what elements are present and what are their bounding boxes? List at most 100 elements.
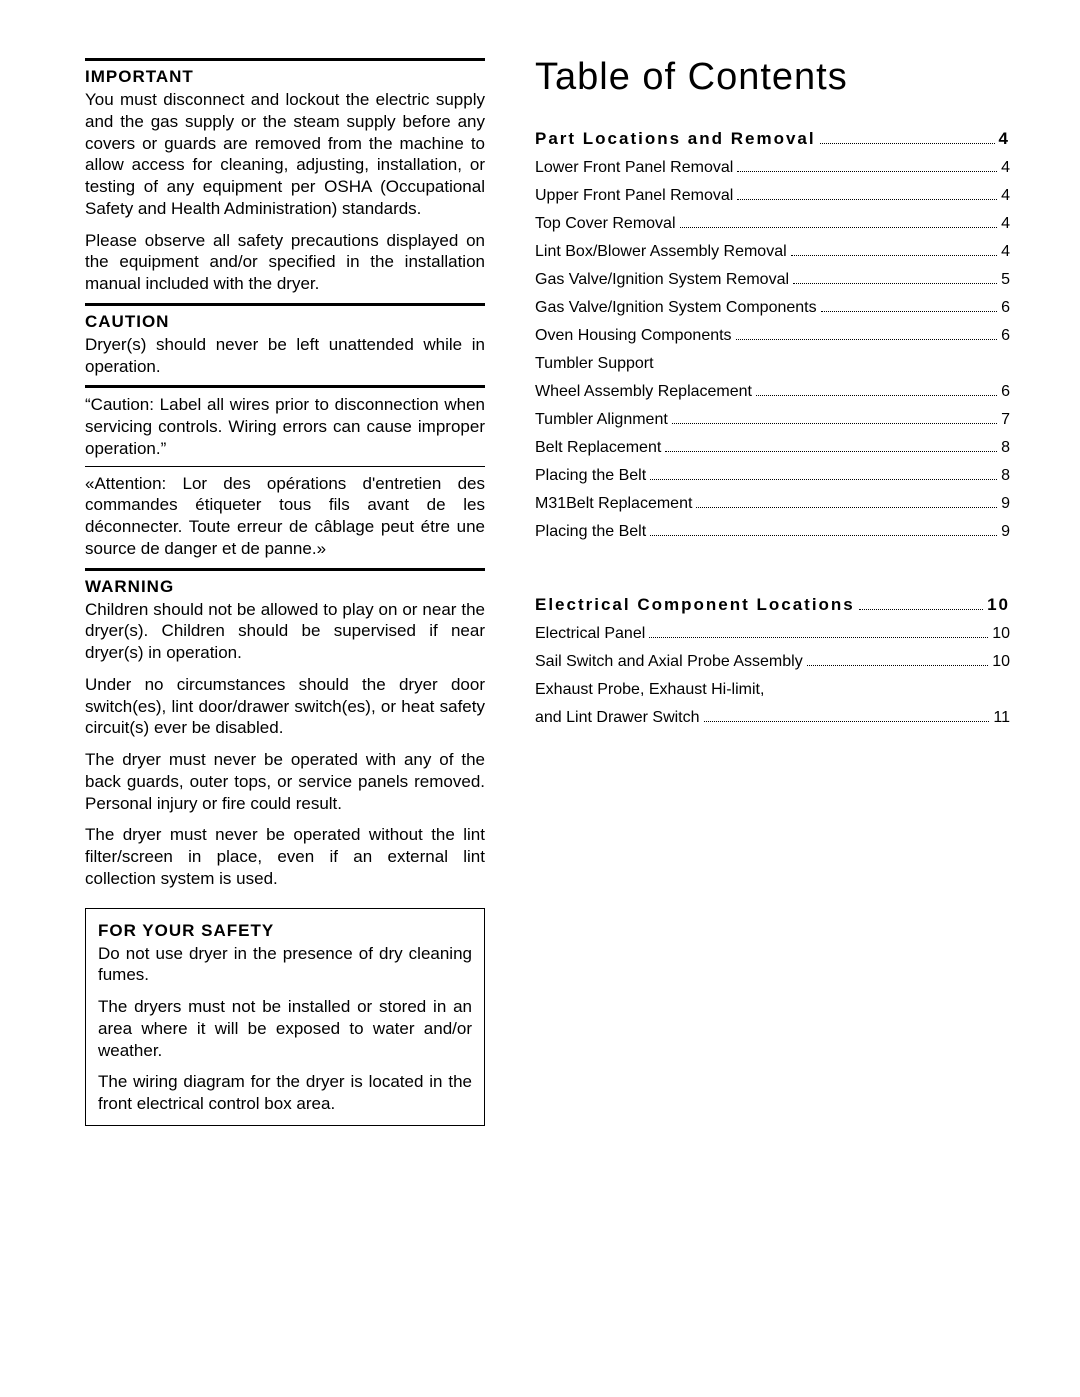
toc-item-label: Lint Box/Blower Assembly Removal xyxy=(535,243,787,261)
toc-item-label: Gas Valve/Ignition System Components xyxy=(535,299,817,317)
safety-p1: Do not use dryer in the presence of dry … xyxy=(98,943,472,987)
toc-item-label: and Lint Drawer Switch xyxy=(535,709,700,727)
toc-item: Placing the Belt 9 xyxy=(535,523,1010,541)
toc-item-label: Placing the Belt xyxy=(535,523,646,541)
toc-item-label: Electrical Panel xyxy=(535,625,645,643)
warning-p3: The dryer must never be operated with an… xyxy=(85,749,485,814)
toc-item: Lower Front Panel Removal 4 xyxy=(535,159,1010,177)
toc-dots xyxy=(696,507,997,508)
toc-dots xyxy=(736,339,998,340)
toc-item-label: Tumbler Alignment xyxy=(535,411,668,429)
toc-dots xyxy=(680,227,998,228)
toc-item-page: 10 xyxy=(992,625,1010,643)
toc-item-label: Oven Housing Components xyxy=(535,327,732,345)
toc-item: Sail Switch and Axial Probe Assembly 10 xyxy=(535,653,1010,671)
toc-item: Wheel Assembly Replacement 6 xyxy=(535,383,1010,401)
safety-p2: The dryers must not be installed or stor… xyxy=(98,996,472,1061)
toc-item-page: 8 xyxy=(1001,467,1010,485)
toc-item-page: 8 xyxy=(1001,439,1010,457)
toc-dots xyxy=(737,199,997,200)
toc-dots xyxy=(820,143,995,144)
toc-item-label: Lower Front Panel Removal xyxy=(535,159,733,177)
important-heading: IMPORTANT xyxy=(85,67,485,87)
toc-item: M31Belt Replacement 9 xyxy=(535,495,1010,513)
toc-dots xyxy=(704,721,990,722)
toc-item-label: Gas Valve/Ignition System Removal xyxy=(535,271,789,289)
toc-section-page: 10 xyxy=(987,595,1010,615)
toc-section-heading: Electrical Component Locations 10 xyxy=(535,595,1010,615)
toc-dots xyxy=(821,311,997,312)
toc-item-page: 4 xyxy=(1001,215,1010,233)
caution-p1: Dryer(s) should never be left unattended… xyxy=(85,334,485,378)
toc-dots xyxy=(756,395,997,396)
left-column: IMPORTANT You must disconnect and lockou… xyxy=(85,50,485,1126)
rule xyxy=(85,303,485,306)
page-container: IMPORTANT You must disconnect and lockou… xyxy=(85,50,1010,1126)
toc-item-page: 9 xyxy=(1001,495,1010,513)
toc-section-gap xyxy=(535,551,1010,581)
warning-heading: WARNING xyxy=(85,577,485,597)
toc-dots xyxy=(649,637,988,638)
toc-item: Exhaust Probe, Exhaust Hi-limit, xyxy=(535,681,1010,699)
toc-dots xyxy=(859,609,983,610)
toc-item-page: 7 xyxy=(1001,411,1010,429)
toc-item-page: 9 xyxy=(1001,523,1010,541)
toc-item-page: 5 xyxy=(1001,271,1010,289)
warning-p1: Children should not be allowed to play o… xyxy=(85,599,485,664)
toc-item-label: Placing the Belt xyxy=(535,467,646,485)
warning-p2: Under no circumstances should the dryer … xyxy=(85,674,485,739)
toc-body: Part Locations and Removal4Lower Front P… xyxy=(535,129,1010,727)
safety-box: FOR YOUR SAFETY Do not use dryer in the … xyxy=(85,908,485,1126)
toc-item: Oven Housing Components 6 xyxy=(535,327,1010,345)
toc-item: Belt Replacement 8 xyxy=(535,439,1010,457)
toc-item-label: Upper Front Panel Removal xyxy=(535,187,733,205)
toc-item: Tumbler Support xyxy=(535,355,1010,373)
toc-item: Tumbler Alignment 7 xyxy=(535,411,1010,429)
important-p1: You must disconnect and lockout the elec… xyxy=(85,89,485,220)
toc-dots xyxy=(650,535,997,536)
toc-dots xyxy=(793,283,997,284)
caution-p3: «Attention: Lor des opérations d'entreti… xyxy=(85,473,485,560)
rule xyxy=(85,568,485,571)
toc-item-page: 4 xyxy=(1001,187,1010,205)
toc-item-page: 6 xyxy=(1001,327,1010,345)
toc-item: Gas Valve/Ignition System Components 6 xyxy=(535,299,1010,317)
caution-heading: CAUTION xyxy=(85,312,485,332)
toc-dots xyxy=(672,423,997,424)
toc-section-heading: Part Locations and Removal 4 xyxy=(535,129,1010,149)
toc-item-label: Top Cover Removal xyxy=(535,215,676,233)
toc-item-label: M31Belt Replacement xyxy=(535,495,692,513)
warning-p4: The dryer must never be operated without… xyxy=(85,824,485,889)
important-p2: Please observe all safety precautions di… xyxy=(85,230,485,295)
toc-item: Upper Front Panel Removal 4 xyxy=(535,187,1010,205)
toc-item-page: 11 xyxy=(993,709,1010,727)
toc-section-label: Electrical Component Locations xyxy=(535,595,855,615)
toc-title: Table of Contents xyxy=(535,56,1010,99)
toc-item-page: 4 xyxy=(1001,159,1010,177)
toc-dots xyxy=(737,171,997,172)
right-column: Table of Contents Part Locations and Rem… xyxy=(535,50,1010,1126)
toc-item-label: Belt Replacement xyxy=(535,439,661,457)
rule xyxy=(85,58,485,61)
toc-dots xyxy=(791,255,997,256)
rule-thin xyxy=(85,466,485,467)
toc-item-page: 6 xyxy=(1001,299,1010,317)
toc-item: Top Cover Removal 4 xyxy=(535,215,1010,233)
toc-item-page: 4 xyxy=(1001,243,1010,261)
toc-dots xyxy=(807,665,989,666)
toc-item: Placing the Belt 8 xyxy=(535,467,1010,485)
toc-item-label: Sail Switch and Axial Probe Assembly xyxy=(535,653,803,671)
toc-item-page: 6 xyxy=(1001,383,1010,401)
toc-section-page: 4 xyxy=(999,129,1010,149)
toc-item-label: Wheel Assembly Replacement xyxy=(535,383,752,401)
toc-item-page: 10 xyxy=(992,653,1010,671)
rule xyxy=(85,385,485,388)
toc-item: Lint Box/Blower Assembly Removal 4 xyxy=(535,243,1010,261)
toc-item: and Lint Drawer Switch 11 xyxy=(535,709,1010,727)
caution-p2: “Caution: Label all wires prior to disco… xyxy=(85,394,485,459)
safety-p3: The wiring diagram for the dryer is loca… xyxy=(98,1071,472,1115)
toc-item: Electrical Panel 10 xyxy=(535,625,1010,643)
toc-dots xyxy=(650,479,997,480)
toc-section-label: Part Locations and Removal xyxy=(535,129,816,149)
safety-heading: FOR YOUR SAFETY xyxy=(98,921,472,941)
